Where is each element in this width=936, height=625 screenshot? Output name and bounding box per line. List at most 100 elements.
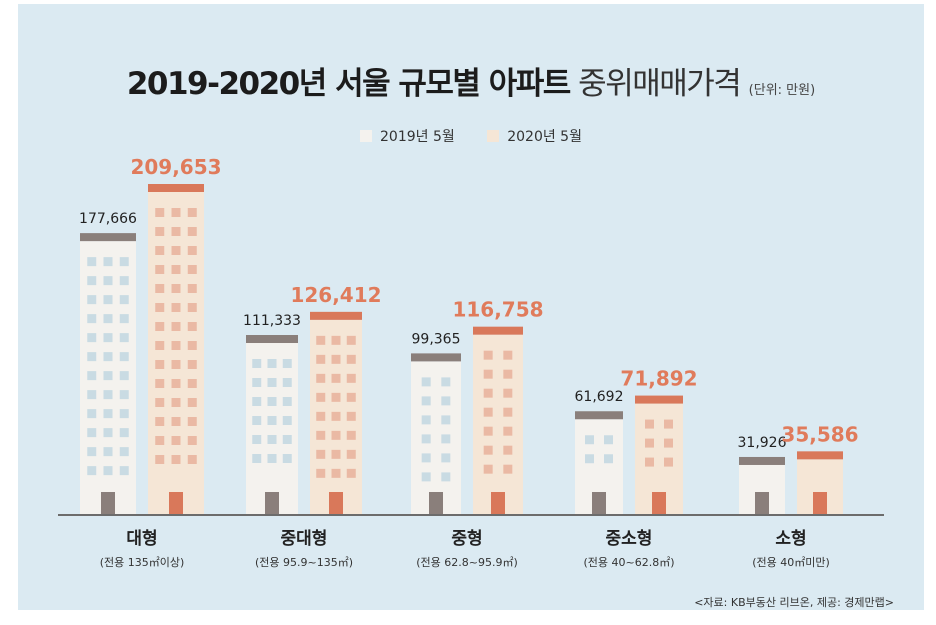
legend-swatch-2020 xyxy=(487,130,500,142)
window-2019-3 xyxy=(441,415,451,425)
window-2019-1 xyxy=(103,447,113,457)
window-2020-2 xyxy=(346,335,356,345)
window-2020-2 xyxy=(331,449,341,459)
window-2020-1 xyxy=(155,303,165,312)
window-2020-1 xyxy=(171,303,181,312)
window-2019-1 xyxy=(119,409,129,419)
window-2020-1 xyxy=(155,208,165,217)
door-2020-2 xyxy=(329,492,343,514)
window-2020-1 xyxy=(187,322,197,331)
window-2020-2 xyxy=(316,392,326,402)
window-2020-1 xyxy=(155,322,165,331)
window-2019-1 xyxy=(87,428,97,438)
window-2020-1 xyxy=(171,417,181,426)
window-2019-4 xyxy=(585,435,594,445)
legend-label-2019: 2019년 5월 xyxy=(380,129,455,145)
window-2020-3 xyxy=(483,445,493,455)
window-2019-3 xyxy=(441,434,451,444)
window-2020-2 xyxy=(331,335,341,345)
window-2019-1 xyxy=(119,333,129,343)
window-2020-1 xyxy=(171,341,181,350)
window-2019-2 xyxy=(267,435,277,445)
roof-2019-1 xyxy=(80,233,136,242)
window-2020-1 xyxy=(187,379,197,388)
window-2020-1 xyxy=(187,227,197,236)
window-2020-1 xyxy=(187,360,197,369)
window-2019-4 xyxy=(585,454,594,464)
legend-swatch-2019 xyxy=(360,130,373,142)
window-2020-1 xyxy=(171,455,181,464)
window-2020-4 xyxy=(645,457,654,467)
window-2019-1 xyxy=(103,257,113,267)
window-2019-2 xyxy=(282,378,292,388)
value-label-2020-5: 35,586 xyxy=(781,422,858,446)
chart-svg: 177,666 209,653 대형 (전용 135㎡이상) 111,333 126,41… xyxy=(58,155,884,569)
window-2020-3 xyxy=(503,369,513,379)
value-label-2019-1: 177,666 xyxy=(79,211,137,227)
value-label-2020-4: 71,892 xyxy=(620,367,697,391)
window-2020-1 xyxy=(155,455,165,464)
window-2020-3 xyxy=(483,369,493,379)
door-2020-4 xyxy=(652,492,666,514)
window-2020-1 xyxy=(171,265,181,274)
roof-2019-3 xyxy=(411,353,461,362)
value-label-2020-1: 209,653 xyxy=(130,155,221,179)
window-2019-3 xyxy=(441,396,451,406)
window-2020-1 xyxy=(187,398,197,407)
door-2020-3 xyxy=(491,492,505,514)
window-2020-2 xyxy=(331,468,341,478)
legend-label-2020: 2020년 5월 xyxy=(507,129,582,145)
title-bold: 2019-2020년 서울 규모별 아파트 xyxy=(126,66,571,102)
window-2019-1 xyxy=(87,352,97,362)
window-2020-2 xyxy=(346,468,356,478)
window-2020-3 xyxy=(503,426,513,436)
window-2020-1 xyxy=(171,360,181,369)
window-2020-1 xyxy=(187,417,197,426)
window-2020-1 xyxy=(155,227,165,236)
window-2019-1 xyxy=(103,333,113,343)
window-2019-4 xyxy=(604,454,613,464)
window-2019-2 xyxy=(252,454,262,464)
window-2020-2 xyxy=(331,392,341,402)
window-2020-1 xyxy=(187,208,197,217)
window-2020-1 xyxy=(155,436,165,445)
window-2020-1 xyxy=(171,436,181,445)
window-2019-2 xyxy=(282,454,292,464)
window-2020-4 xyxy=(664,419,673,429)
window-2019-1 xyxy=(87,390,97,400)
window-2019-2 xyxy=(252,416,262,426)
window-2019-2 xyxy=(252,378,262,388)
window-2020-1 xyxy=(171,284,181,293)
window-2020-2 xyxy=(316,411,326,421)
window-2019-1 xyxy=(119,314,129,324)
window-2020-2 xyxy=(331,373,341,383)
window-2019-1 xyxy=(87,276,97,286)
bar-2020-1 xyxy=(148,192,204,514)
door-2020-1 xyxy=(169,492,183,514)
window-2020-1 xyxy=(171,379,181,388)
category-sublabel-1: (전용 135㎡이상) xyxy=(100,556,185,569)
window-2020-2 xyxy=(346,373,356,383)
window-2019-1 xyxy=(119,428,129,438)
window-2020-2 xyxy=(346,392,356,402)
window-2020-1 xyxy=(171,322,181,331)
window-2020-2 xyxy=(316,449,326,459)
bar-2019-3 xyxy=(411,361,461,514)
window-2020-1 xyxy=(155,360,165,369)
window-2019-1 xyxy=(103,314,113,324)
legend-item-2020: 2020년 5월 xyxy=(487,126,582,146)
window-2020-1 xyxy=(187,455,197,464)
door-2019-1 xyxy=(101,492,115,514)
window-2019-3 xyxy=(421,415,431,425)
window-2019-1 xyxy=(103,295,113,305)
window-2020-2 xyxy=(316,335,326,345)
window-2019-4 xyxy=(604,435,613,445)
window-2019-3 xyxy=(421,396,431,406)
window-2019-2 xyxy=(267,378,277,388)
category-label-1: 대형 xyxy=(126,528,157,549)
window-2020-4 xyxy=(664,457,673,467)
roof-2020-5 xyxy=(797,451,843,460)
category-label-5: 소형 xyxy=(775,528,806,549)
legend-item-2019: 2019년 5월 xyxy=(360,126,455,146)
window-2019-1 xyxy=(119,390,129,400)
